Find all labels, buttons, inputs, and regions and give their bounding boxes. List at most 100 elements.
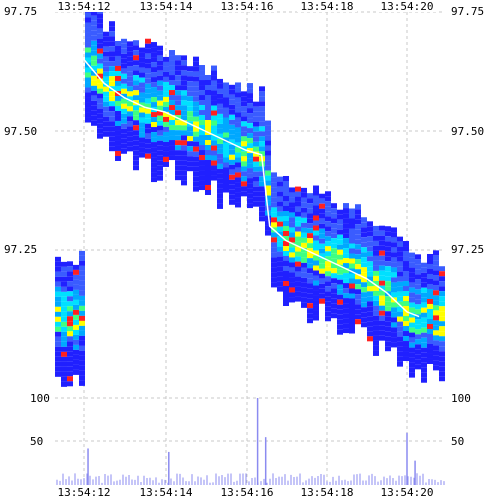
heatmap-cell [181,105,187,111]
heatmap-cell [121,148,127,154]
heatmap-cell [133,150,139,156]
heatmap-cell [181,85,187,91]
heatmap-cell [133,105,139,111]
heatmap-cell [109,71,115,77]
heatmap-cell [265,215,271,221]
heatmap-cell [331,283,337,289]
heatmap-cell [253,151,259,157]
heatmap-cell [91,15,97,21]
heatmap-cell [229,179,235,185]
heatmap-cell [151,177,157,183]
heatmap-cell [115,65,121,71]
heatmap-cell [253,166,259,172]
heatmap-cell [295,201,301,207]
heatmap-cell [151,47,157,53]
heatmap-cell [271,242,277,248]
heatmap-cell [193,111,199,117]
heatmap-cell [439,326,445,332]
heatmap-cell [283,190,289,196]
heatmap-cell [193,181,199,187]
volume-tick-label-left: 50 [30,435,43,448]
heatmap-cell [253,136,259,142]
heatmap-cell [229,104,235,110]
heatmap-cell [145,48,151,54]
heatmap-cell [301,267,307,273]
x-tick-label-bg [377,486,437,498]
heatmap-cell [307,213,313,219]
heatmap-cell [199,155,205,161]
heatmap-cell [151,92,157,98]
heatmap-cell [397,336,403,342]
heatmap-cell [73,269,79,275]
heatmap-cell [127,96,133,102]
heatmap-cell [295,291,301,297]
heatmap-cell [61,371,67,377]
heatmap-cell [373,315,379,321]
heatmap-cell [187,136,193,142]
heatmap-cell [211,70,217,76]
heatmap-cell [133,80,139,86]
heatmap-cell [181,115,187,121]
heatmap-cell [223,167,229,173]
heatmap-cell [355,294,361,300]
heatmap-cell [211,100,217,106]
heatmap-cell [319,258,325,264]
heatmap-cell [337,324,343,330]
heatmap-cell [325,246,331,252]
heatmap-cell [199,80,205,86]
heatmap-cell [403,316,409,322]
heatmap-cell [385,306,391,312]
heatmap-cell [139,152,145,158]
heatmap-cell [421,362,427,368]
x-tick-label-bg [54,0,114,12]
heatmap-cell [331,218,337,224]
heatmap-cell [283,215,289,221]
heatmap-cell [217,133,223,139]
heatmap-cell [397,306,403,312]
heatmap-cell [307,303,313,309]
heatmap-cell [331,293,337,299]
heatmap-cell [79,365,85,371]
heatmap-cell [103,86,109,92]
heatmap-cell [133,95,139,101]
heatmap-cell [85,67,91,73]
heatmap-cell [115,130,121,136]
heatmap-cell [205,109,211,115]
heatmap-cell [373,310,379,316]
heatmap-cell [427,288,433,294]
heatmap-cell [415,329,421,335]
heatmap-cell [241,126,247,132]
heatmap-cell [205,144,211,150]
heatmap-cell [223,117,229,123]
heatmap-cell [301,292,307,298]
heatmap-cell [319,193,325,199]
heatmap-cell [391,332,397,338]
heatmap-cell [373,240,379,246]
heatmap-cell [157,60,163,66]
heatmap-cell [109,141,115,147]
heatmap-cell [205,189,211,195]
heatmap-cell [295,256,301,262]
heatmap-cell [217,188,223,194]
heatmap-cell [439,291,445,297]
heatmap-cell [385,296,391,302]
heatmap-cell [337,269,343,275]
heatmap-cell [367,306,373,312]
heatmap-cell [73,289,79,295]
heatmap-cell [415,364,421,370]
heatmap-cell [187,146,193,152]
heatmap-cell [121,138,127,144]
heatmap-cell [175,110,181,116]
heatmap-cell [55,346,61,352]
x-tick-label-top: 13:54:20 [381,0,434,13]
heatmap-cell [277,271,283,277]
heatmap-cell [343,203,349,209]
heatmap-cell [283,180,289,186]
heatmap-cell [151,82,157,88]
heatmap-cell [301,187,307,193]
heatmap-cell [133,60,139,66]
heatmap-cell [235,127,241,133]
heatmap-cell [235,157,241,163]
heatmap-cell [403,241,409,247]
heatmap-cell [415,269,421,275]
